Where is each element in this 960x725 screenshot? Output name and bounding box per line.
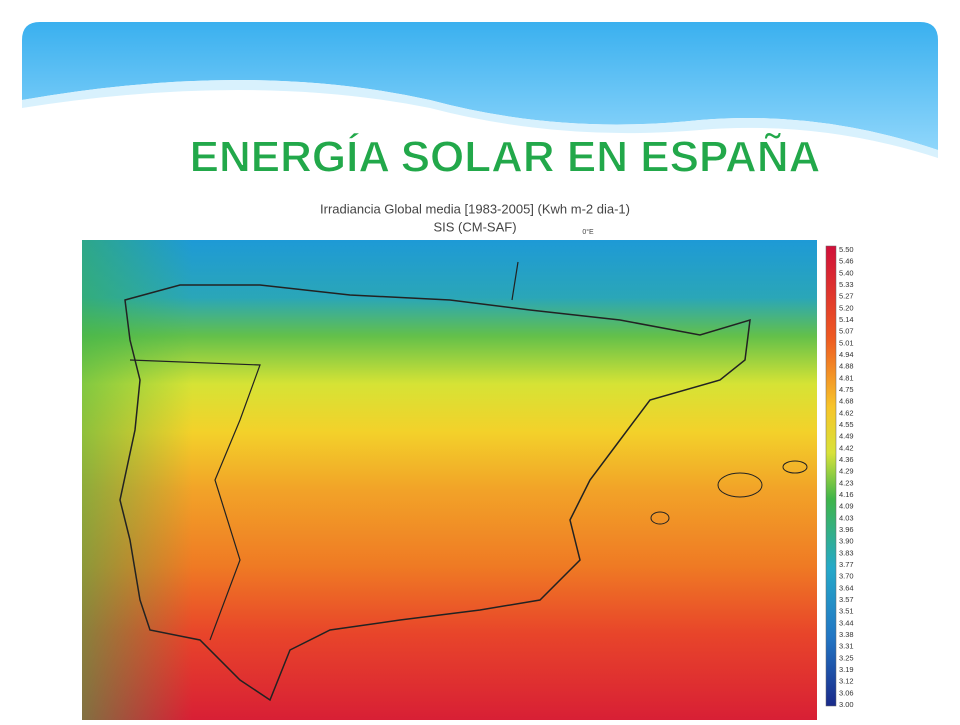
legend-label: 5.14 (839, 315, 854, 324)
legend-label: 3.00 (839, 700, 854, 709)
legend-label: 4.81 (839, 373, 854, 382)
legend-label: 4.88 (839, 362, 854, 371)
legend-label: 5.33 (839, 280, 854, 289)
legend-label: 3.96 (839, 525, 854, 534)
legend-label: 5.27 (839, 292, 854, 301)
legend-label: 3.57 (839, 595, 854, 604)
legend-label: 3.31 (839, 642, 854, 651)
legend-label: 3.12 (839, 677, 854, 686)
legend-label: 4.75 (839, 385, 854, 394)
legend-label: 5.20 (839, 303, 854, 312)
legend-label: 5.40 (839, 268, 854, 277)
legend-label: 3.90 (839, 537, 854, 546)
map-subtitle: SIS (CM-SAF) (433, 219, 516, 234)
legend-label: 3.64 (839, 583, 854, 592)
meridian (511, 261, 519, 301)
legend-label: 3.19 (839, 665, 854, 674)
legend-label: 4.49 (839, 432, 854, 441)
island (717, 472, 763, 498)
legend-label: 5.07 (839, 327, 854, 336)
legend-label: 3.38 (839, 630, 854, 639)
legend-label: 4.42 (839, 443, 854, 452)
island (782, 460, 808, 474)
legend-label: 3.83 (839, 548, 854, 557)
banner (22, 22, 938, 150)
legend-label: 4.55 (839, 420, 854, 429)
legend-label: 3.25 (839, 653, 854, 662)
slide-title: ENERGÍA SOLAR EN ESPAÑA (190, 132, 821, 182)
legend: 5.50 5.46 5.40 5.33 5.27 5.20 5.14 5.07 5.01 4.94… (839, 245, 854, 709)
legend-label: 5.46 (839, 257, 854, 266)
legend-label: 4.23 (839, 478, 854, 487)
border (129, 359, 261, 641)
map-shade (82, 240, 817, 720)
legend-label: 3.44 (839, 618, 854, 627)
map-title: Irradiancia Global media [1983-2005] (Kw… (320, 201, 630, 216)
coastline (119, 284, 751, 702)
legend-label: 4.36 (839, 455, 854, 464)
legend-label: 5.50 (839, 245, 854, 254)
legend-label: 4.62 (839, 408, 854, 417)
legend-label: 4.68 (839, 397, 854, 406)
island (650, 511, 670, 525)
meridian-label: 0°E (582, 228, 594, 236)
legend-label: 3.51 (839, 607, 854, 616)
legend-label: 4.03 (839, 513, 854, 522)
legend-label: 3.70 (839, 572, 854, 581)
legend-label: 4.16 (839, 490, 854, 499)
legend-label: 4.29 (839, 467, 854, 476)
legend-label: 4.94 (839, 350, 854, 359)
legend-label: 4.09 (839, 502, 854, 511)
legend-label: 3.77 (839, 560, 854, 569)
banner-wave (22, 80, 938, 158)
color-scale (825, 245, 837, 707)
legend-label: 3.06 (839, 688, 854, 697)
legend-label: 5.01 (839, 338, 854, 347)
